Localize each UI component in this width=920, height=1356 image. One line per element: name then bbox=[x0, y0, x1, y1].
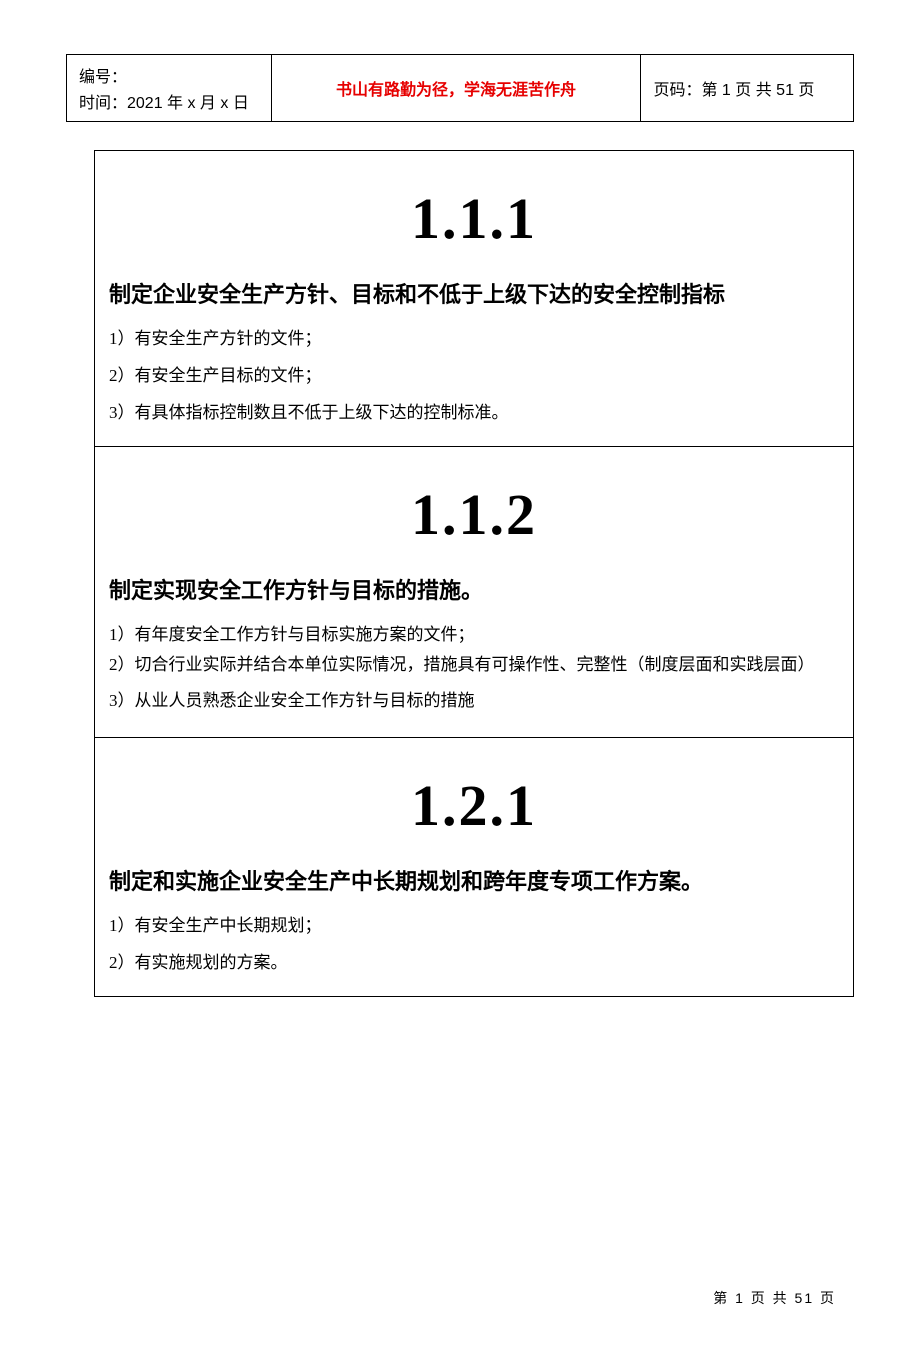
header-time-label: 时间：2021 年 x 月 x 日 bbox=[79, 89, 259, 113]
header-left-cell: 编号： 时间：2021 年 x 月 x 日 bbox=[67, 55, 272, 122]
section-title: 制定实现安全工作方针与目标的措施。 bbox=[109, 576, 839, 607]
content-box: 1.1.1 制定企业安全生产方针、目标和不低于上级下达的安全控制指标 1）有安全… bbox=[94, 150, 854, 997]
header-number-label: 编号： bbox=[79, 63, 259, 87]
section-item: 2）有安全生产目标的文件； bbox=[109, 362, 839, 389]
section-number: 1.1.2 bbox=[109, 481, 839, 548]
header-page-info: 页码：第 1 页 共 51 页 bbox=[641, 55, 854, 122]
section-title: 制定和实施企业安全生产中长期规划和跨年度专项工作方案。 bbox=[109, 867, 839, 898]
section-number: 1.1.1 bbox=[109, 185, 839, 252]
section-title: 制定企业安全生产方针、目标和不低于上级下达的安全控制指标 bbox=[109, 280, 839, 311]
page-footer: 第 1 页 共 51 页 bbox=[713, 1288, 836, 1308]
header-center-motto: 书山有路勤为径，学海无涯苦作舟 bbox=[271, 55, 641, 122]
section-item: 3）从业人员熟悉企业安全工作方针与目标的措施 bbox=[109, 687, 839, 714]
section-1-1-1: 1.1.1 制定企业安全生产方针、目标和不低于上级下达的安全控制指标 1）有安全… bbox=[95, 151, 853, 447]
section-item: 3）有具体指标控制数且不低于上级下达的控制标准。 bbox=[109, 399, 839, 426]
section-item: 2）切合行业实际并结合本单位实际情况，措施具有可操作性、完整性（制度层面和实践层… bbox=[109, 651, 839, 678]
section-item: 1）有安全生产中长期规划； bbox=[109, 912, 839, 939]
section-1-1-2: 1.1.2 制定实现安全工作方针与目标的措施。 1）有年度安全工作方针与目标实施… bbox=[95, 447, 853, 737]
document-header-table: 编号： 时间：2021 年 x 月 x 日 书山有路勤为径，学海无涯苦作舟 页码… bbox=[66, 54, 854, 122]
section-item: 1）有安全生产方针的文件； bbox=[109, 325, 839, 352]
section-number: 1.2.1 bbox=[109, 772, 839, 839]
section-1-2-1: 1.2.1 制定和实施企业安全生产中长期规划和跨年度专项工作方案。 1）有安全生… bbox=[95, 738, 853, 996]
section-item: 2）有实施规划的方案。 bbox=[109, 949, 839, 976]
section-item: 1）有年度安全工作方针与目标实施方案的文件； bbox=[109, 621, 839, 648]
